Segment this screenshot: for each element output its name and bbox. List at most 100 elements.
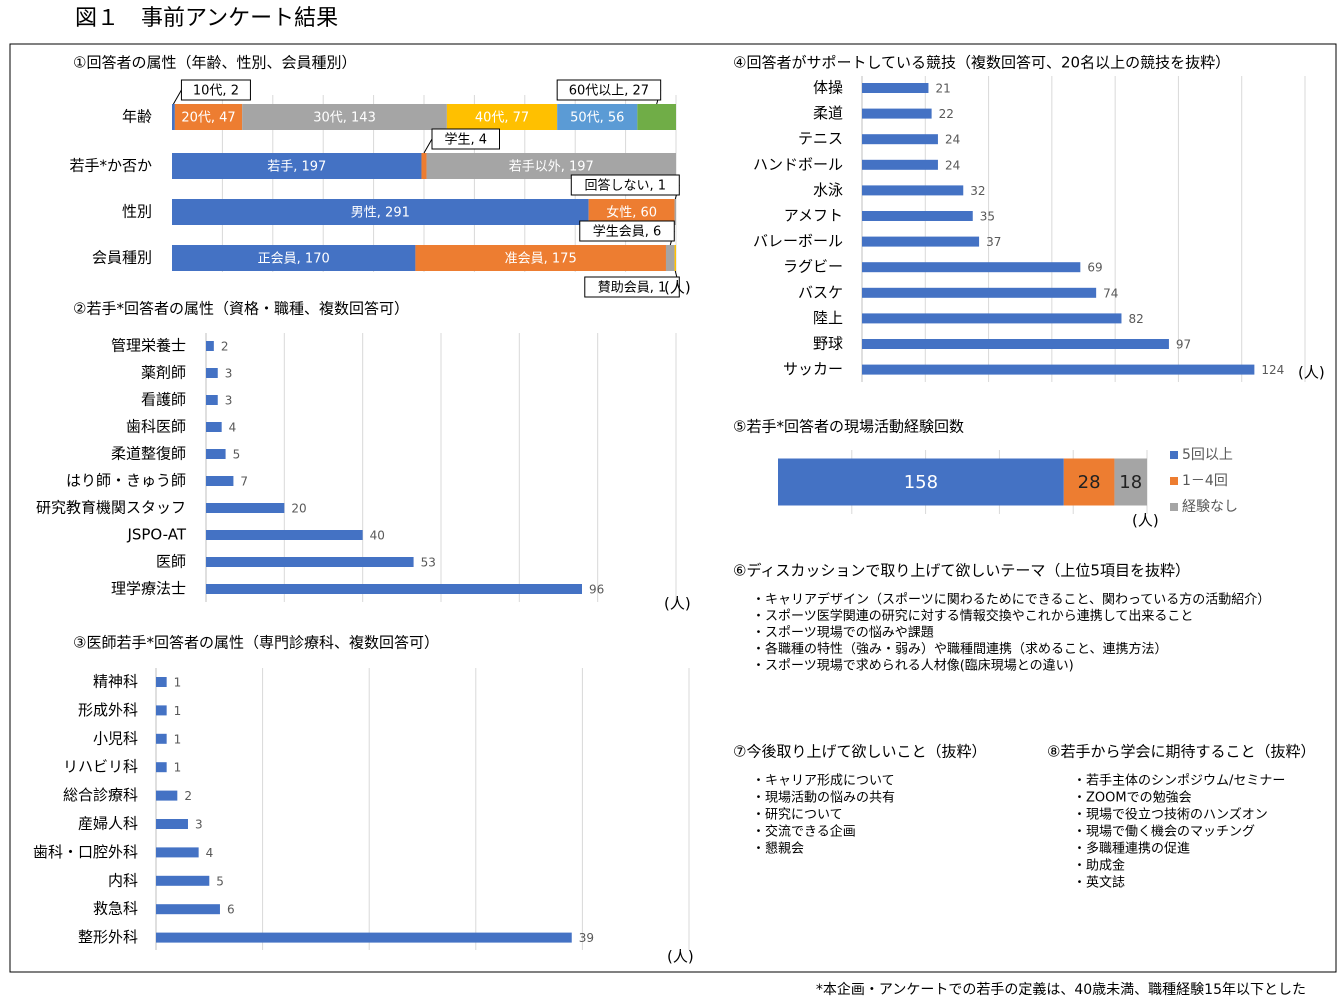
value-label: 3 [195,818,203,832]
value-label: 30代, 143 [313,111,376,126]
bar [862,262,1081,273]
value-label: 53 [421,556,436,570]
category-label: 内科 [108,871,138,889]
bar-segment [1114,458,1147,506]
category-label: 会員種別 [92,249,152,267]
value-label: 3 [225,367,233,381]
value-label: 40 [370,529,385,543]
bar [862,364,1255,375]
unit-label: (人) [664,279,691,297]
value-label: 97 [1176,338,1191,352]
category-label: 歯科・口腔外科 [33,843,138,861]
section-item: ・現場活動の悩みの共有 [752,791,895,806]
unit-label: (人) [664,595,691,613]
bar [156,733,167,744]
category-label: ラグビー [783,258,843,276]
section-item: ・助成金 [1073,858,1125,874]
category-label: 年齢 [122,108,152,126]
callout-box [431,128,500,150]
bar-segment [674,245,676,271]
value-label: 回答しない, 1 [585,178,667,194]
bar [206,557,414,567]
section-item: ・キャリアデザイン（スポーツに関わるためにできること、関わっている方の活動紹介） [752,592,1270,608]
section-item: ・ZOOMでの勉強会 [1073,791,1192,806]
category-label: 研究教育機関スタッフ [36,499,186,517]
category-label: 若手*か否か [69,157,152,175]
value-label: 18 [1119,472,1142,493]
value-label: 6 [227,903,235,917]
section-item: ・英文誌 [1073,875,1125,891]
value-label: 20 [291,502,306,516]
value-label: 22 [939,107,954,121]
value-label: 158 [904,472,938,493]
unit-label: (人) [1298,364,1325,382]
section-title: ⑥ディスカッションで取り上げて欲しいテーマ（上位5項目を抜粋） [733,562,1190,580]
value-label: 正会員, 170 [258,252,330,267]
section-title: ⑧若手から学会に期待すること（抜粋） [1047,743,1315,761]
value-label: 7 [240,475,248,489]
category-label: 救急科 [93,900,138,918]
category-label: 精神科 [93,673,138,691]
section-item: ・多職種連携の促進 [1073,841,1190,857]
callout-box [180,79,251,101]
category-label: 医師 [156,553,186,571]
bar [862,313,1122,324]
bar-segment [415,245,666,271]
bar [156,847,199,858]
value-label: 74 [1103,286,1118,300]
section-item: ・各職種の特性（強み・弱み）や職種間連携（求めること、連携方法） [752,641,1167,657]
category-label: 柔道整復師 [111,445,186,463]
value-label: 若手以外, 197 [509,159,594,175]
value-label: 32 [970,184,985,198]
bar-segment [172,104,175,130]
legend-label: 5回以上 [1182,447,1233,463]
bar [862,108,932,119]
value-label: 女性, 60 [606,205,657,221]
page-title: 図１ 事前アンケート結果 [75,6,338,31]
bar [206,503,285,513]
category-label: 整形外科 [78,928,138,946]
chart-title: ②若手*回答者の属性（資格・職種、複数回答可） [73,300,409,318]
category-label: はり師・きゅう師 [66,472,186,490]
value-label: 2 [184,789,192,803]
bar [156,705,167,716]
value-label: 60代以上, 27 [569,84,649,99]
bar [206,368,218,378]
bar [206,530,363,540]
category-label: 理学療法士 [111,580,186,598]
value-label: 1 [174,676,182,690]
category-label: バスケ [798,283,843,301]
category-label: アメフト [784,207,843,225]
legend-label: 1－4回 [1182,473,1228,489]
bar-segment [665,245,675,271]
value-label: 准会員, 175 [505,252,577,267]
unit-label: (人) [1132,512,1159,530]
bar-segment [778,458,1064,506]
section-item: ・研究について [752,808,843,823]
value-label: 37 [986,235,1001,249]
bar [156,875,210,886]
bar [862,185,964,196]
chart-title: ①回答者の属性（年齢、性別、会員種別） [73,54,356,72]
callout-box [579,220,675,242]
category-label: 柔道 [813,104,843,122]
value-label: 21 [935,82,950,96]
callout-box [556,79,662,101]
legend-swatch [1170,503,1178,511]
bar [862,211,973,221]
bar-segment [172,153,422,179]
value-label: 1 [174,704,182,718]
value-label: 69 [1087,261,1102,275]
bar [206,449,226,459]
legend-swatch [1170,477,1178,485]
frame [9,43,1337,973]
bar-segment [1063,458,1115,506]
category-label: 薬剤師 [141,364,186,382]
category-label: ハンドボール [753,155,843,173]
section-item: ・キャリア形成について [752,774,895,789]
bar-segment [557,104,638,130]
chart-title: ③医師若手*回答者の属性（専門診療科、複数回答可） [73,634,439,652]
value-label: 1 [174,761,182,775]
bar [156,932,572,943]
